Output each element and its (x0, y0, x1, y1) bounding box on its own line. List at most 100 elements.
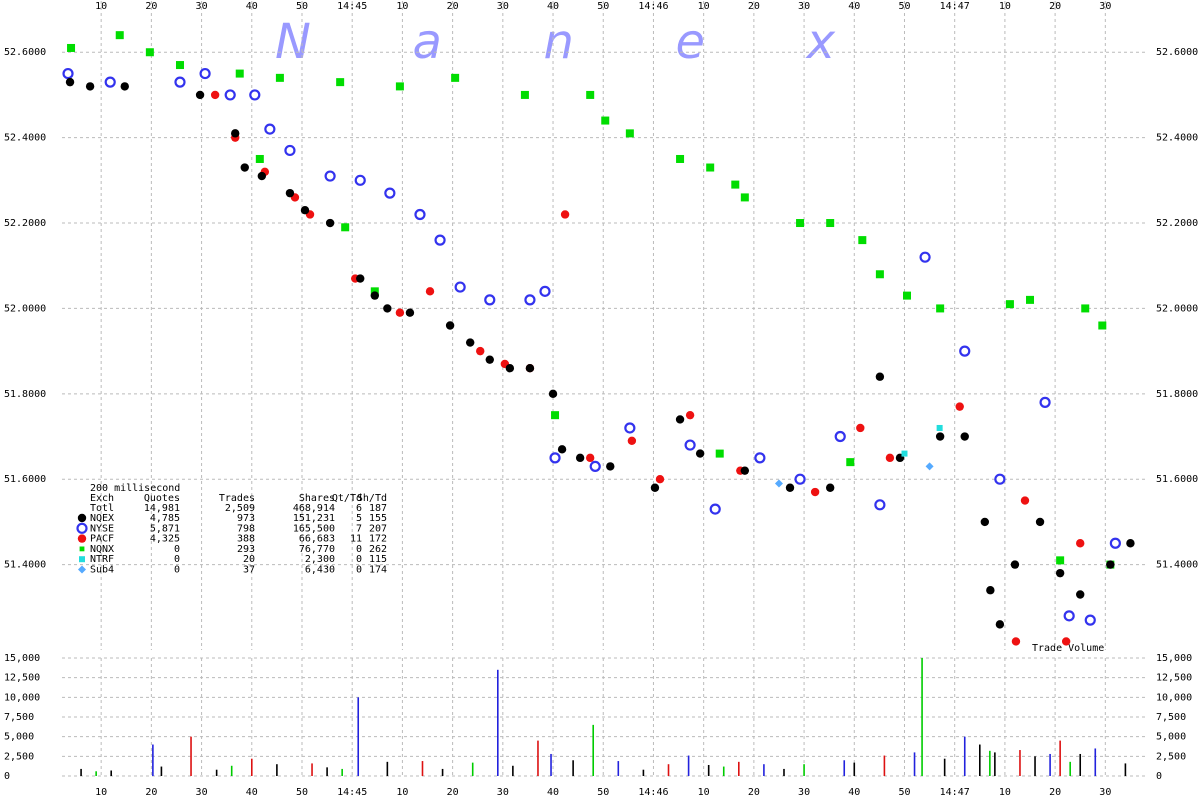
trade-marker (240, 163, 249, 172)
trade-marker (405, 308, 415, 317)
x-tick-label: 10 (95, 787, 107, 798)
trade-marker (195, 90, 205, 100)
trade-marker (959, 345, 971, 357)
trade-marker (370, 287, 379, 296)
volume-bar (913, 752, 916, 776)
y-tick-label: 52.2000 (4, 218, 46, 229)
trade-marker (796, 219, 805, 228)
trade-marker (505, 363, 515, 373)
volume-bar (1079, 753, 1082, 776)
trade-marker (395, 82, 404, 91)
volume-bar (386, 761, 389, 776)
x-tick-label: 20 (145, 1, 157, 12)
y-tick-label: 10,000 (4, 692, 40, 703)
volume-bar (276, 764, 278, 776)
volume-bar (471, 762, 474, 776)
trade-marker (675, 415, 685, 424)
trade-marker (586, 90, 595, 99)
trade-marker (520, 90, 529, 99)
trade-marker (79, 546, 85, 552)
trade-marker (1109, 537, 1121, 549)
trade-marker (77, 534, 87, 543)
table-header: Trades (219, 493, 255, 504)
volume-bar (883, 755, 886, 776)
trade-marker (994, 473, 1006, 485)
trade-marker (336, 78, 345, 87)
volume-bar (326, 767, 328, 776)
trade-marker (484, 294, 496, 306)
x-tick-label: 30 (497, 787, 509, 798)
trade-marker (257, 171, 267, 181)
trade-marker (235, 69, 244, 78)
trade-marker (476, 346, 485, 356)
volume-bar (1019, 750, 1021, 776)
x-tick-label: 10 (396, 787, 408, 798)
volume-bar (537, 740, 539, 776)
table-cell: 0 (356, 565, 362, 576)
trade-marker (115, 31, 124, 40)
trade-marker (936, 304, 945, 313)
trade-marker (324, 170, 336, 182)
table-cell: 11 (350, 534, 362, 545)
trade-marker (684, 439, 696, 451)
trade-marker (960, 432, 969, 441)
volume-bar (592, 724, 595, 776)
trade-marker (485, 355, 494, 364)
trade-marker (754, 452, 766, 464)
trade-marker (935, 432, 945, 441)
legend-label: NYSE (90, 523, 114, 534)
trade-marker (695, 449, 705, 458)
y-tick-label: 51.8000 (4, 389, 46, 400)
trade-marker (383, 304, 392, 313)
trade-marker (858, 236, 867, 245)
volume-bar (994, 752, 996, 776)
y-tick-label: 52.0000 (4, 303, 46, 314)
x-tick-label: 10 (698, 1, 710, 12)
x-tick-label: 50 (898, 1, 910, 12)
y-tick-label: 5,000 (1156, 732, 1186, 743)
trade-marker (1056, 556, 1065, 565)
trade-marker (1026, 295, 1035, 304)
trade-marker (1020, 496, 1030, 505)
volume-bar (572, 760, 574, 776)
y-tick-label: 52.4000 (1156, 133, 1198, 144)
volume-bar (441, 768, 444, 776)
volume-bar (1049, 753, 1051, 776)
x-tick-label: 20 (447, 1, 459, 12)
y-tick-label: 12,500 (4, 673, 40, 684)
x-tick-label: 30 (196, 787, 208, 798)
trade-marker (740, 193, 749, 202)
y-tick-label: 52.6000 (1156, 47, 1198, 58)
table-caption: 200 millisecond (90, 483, 180, 494)
volume-bar (722, 766, 725, 776)
volume-bar (512, 765, 514, 776)
watermark: N a n e x (275, 14, 836, 70)
trade-marker (264, 123, 276, 135)
trade-marker (955, 402, 964, 411)
trade-marker (255, 154, 264, 163)
trade-marker (846, 458, 855, 467)
table-cell: 4,785 (150, 513, 180, 524)
table-header: Quotes (144, 493, 180, 504)
y-tick-label: 52.4000 (4, 133, 46, 144)
volume-bar (250, 758, 253, 776)
y-tick-label: 7,500 (4, 712, 34, 723)
table-header: Shares (299, 493, 335, 504)
x-tick-label: 50 (898, 787, 910, 798)
trade-marker (548, 389, 558, 399)
trade-marker (524, 294, 536, 306)
x-tick-label: 50 (296, 1, 308, 12)
y-tick-label: 10,000 (1156, 692, 1192, 703)
trade-marker (706, 163, 715, 172)
trade-marker (995, 620, 1005, 629)
annotation: Trade Volume (1032, 643, 1104, 654)
table-cell: 5,871 (150, 523, 180, 534)
trade-marker (774, 479, 783, 488)
volume-bar (738, 761, 740, 776)
volume-bar (853, 762, 856, 776)
x-tick-label: 10 (698, 787, 710, 798)
trade-marker (650, 483, 660, 492)
y-tick-label: 51.6000 (4, 474, 46, 485)
trade-marker (986, 586, 995, 595)
y-tick-label: 15,000 (4, 653, 40, 664)
